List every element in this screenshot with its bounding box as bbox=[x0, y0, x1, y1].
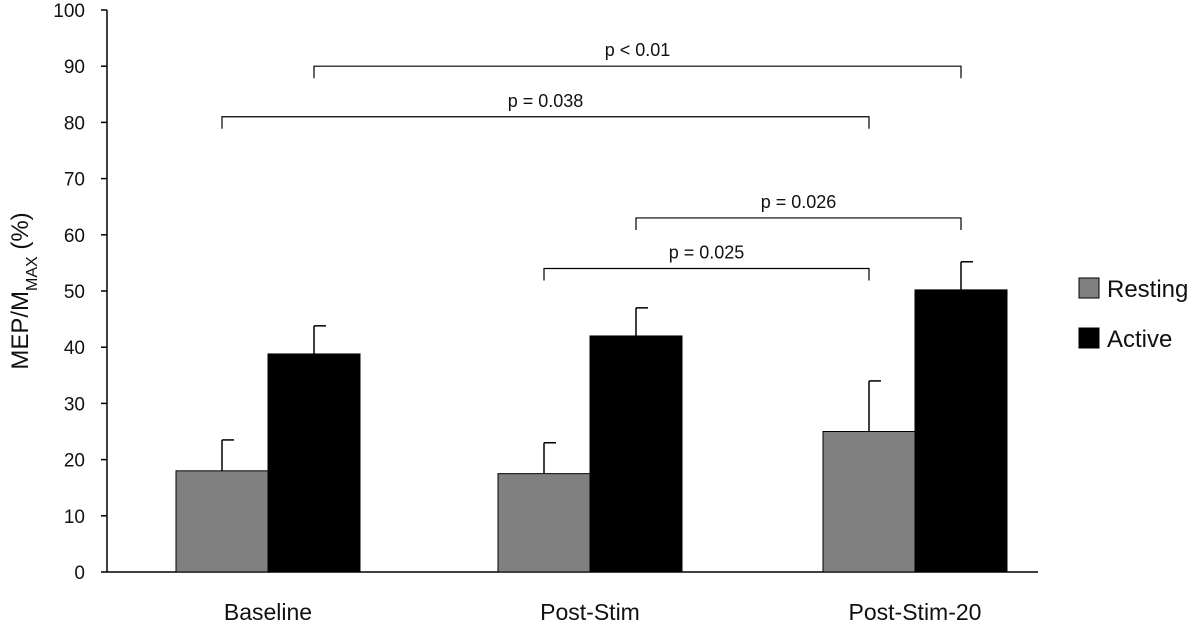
y-axis-label-suffix: (%) bbox=[7, 212, 34, 256]
y-axis-label-main: MEP/M bbox=[7, 291, 34, 370]
error-bars bbox=[221, 261, 973, 474]
significance-bracket bbox=[635, 217, 962, 230]
y-tick-label: 20 bbox=[64, 451, 85, 472]
y-tick-label: 90 bbox=[64, 57, 85, 78]
significance-label: p = 0.038 bbox=[508, 91, 584, 111]
significance-bracket bbox=[313, 65, 962, 79]
y-tick-label: 30 bbox=[64, 394, 85, 415]
legend-label-resting: Resting bbox=[1107, 276, 1188, 303]
significance-label: p = 0.026 bbox=[761, 192, 837, 212]
bar-resting bbox=[175, 470, 269, 573]
significance-brackets: p < 0.01 p = 0.038 p = 0.026 p = 0.025 bbox=[221, 40, 962, 281]
y-tick-label: 50 bbox=[64, 282, 85, 303]
y-tick-label: 80 bbox=[64, 113, 85, 134]
y-tick-label: 10 bbox=[64, 507, 85, 528]
y-tick-label: 100 bbox=[53, 1, 85, 22]
legend-label-active: Active bbox=[1107, 326, 1172, 353]
significance-label: p < 0.01 bbox=[605, 40, 671, 60]
bar-active bbox=[267, 353, 361, 573]
legend-swatch-resting bbox=[1078, 277, 1100, 299]
x-category-label: Post-Stim-20 bbox=[849, 599, 982, 625]
bars bbox=[175, 289, 1008, 573]
x-category-label: Post-Stim bbox=[540, 599, 640, 625]
y-tick-label: 60 bbox=[64, 226, 85, 247]
y-tick-label: 70 bbox=[64, 170, 85, 191]
axes: 0 10 20 30 40 50 60 70 80 90 100 Baseline Post-Stim P… bbox=[53, 1, 1038, 625]
bar-active bbox=[914, 289, 1008, 573]
significance-bracket bbox=[221, 116, 870, 129]
legend-swatch-active bbox=[1078, 327, 1100, 349]
significance-label: p = 0.025 bbox=[669, 243, 745, 263]
x-category-label: Baseline bbox=[224, 599, 312, 625]
y-axis-label: MEP/MMAX (%) bbox=[7, 212, 41, 369]
y-tick-label: 0 bbox=[74, 563, 85, 584]
legend: Resting Active bbox=[1078, 276, 1188, 353]
bar-resting bbox=[497, 473, 591, 573]
y-tick-label: 40 bbox=[64, 338, 85, 359]
bar-active bbox=[589, 335, 683, 573]
bar-resting bbox=[822, 431, 916, 573]
y-axis-label-sub: MAX bbox=[24, 256, 41, 291]
significance-bracket bbox=[543, 267, 870, 281]
